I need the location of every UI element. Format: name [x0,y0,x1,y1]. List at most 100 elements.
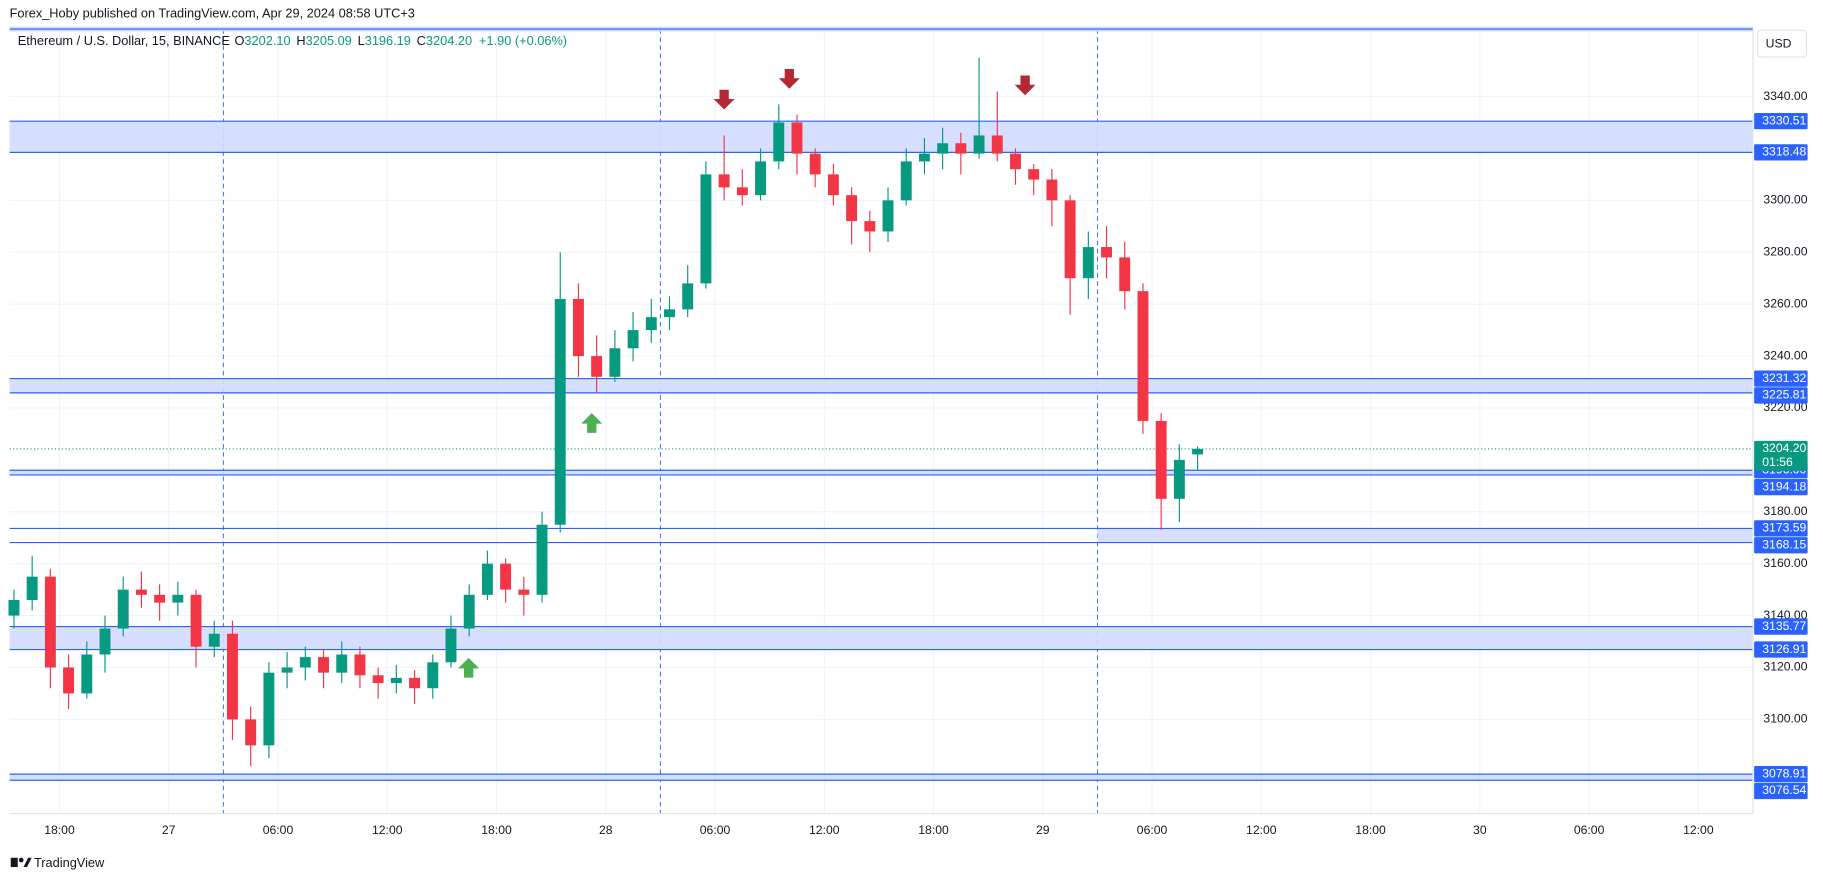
level-label: 3318.48 [1762,145,1806,159]
x-tick-label: 18:00 [1355,823,1386,837]
byline: Forex_Hoby published on TradingView.com,… [10,5,415,20]
y-tick-label: 3300.00 [1763,193,1807,207]
x-tick-label: 29 [1036,823,1050,837]
candle-body [864,221,876,232]
markers [458,68,1036,678]
candle-body [390,677,402,684]
y-tick-label: 3340.00 [1763,89,1807,103]
candle-body [245,719,257,746]
level-label: 3330.51 [1762,113,1806,127]
candle-body [791,122,803,154]
arrow-marker [778,68,800,89]
candle-body [336,654,348,673]
o-value: 3202.10 [244,33,290,48]
candle-body [372,675,384,684]
candle-body [827,174,839,196]
candle-body [700,174,712,284]
legend: Ethereum / U.S. Dollar, 15, BINANCE O3202… [18,33,567,48]
candle-body [664,309,675,318]
candle-body [1010,153,1021,170]
candle-body [755,161,767,196]
x-tick-label: 12:00 [372,823,403,837]
candle-body [609,348,621,377]
level-label-box [1754,537,1808,554]
level-label-box [1754,618,1808,635]
last-price-label: 3204.20 [1762,441,1806,455]
candle-body [44,576,56,668]
candle-body [682,283,694,310]
candle-body [117,589,129,629]
x-tick-label: 12:00 [1246,823,1277,837]
candle-body [1173,459,1185,499]
x-tick-label: 06:00 [1137,823,1168,837]
candle-body [1028,169,1040,180]
l-label: L [358,33,365,48]
y-tick-label: 3180.00 [1763,504,1807,518]
candle-body [481,563,493,595]
x-tick-label: 06:00 [263,823,294,837]
grid [9,29,1753,814]
y-tick-label: 3240.00 [1763,348,1807,362]
candle-body [536,524,548,595]
level-label-box [1754,387,1808,404]
symbol: Ethereum / U.S. Dollar, 15, BINANCE [18,33,230,48]
y-tick-label: 3140.00 [1763,608,1807,622]
candle-body [463,594,475,629]
logo-slash [23,857,32,868]
candle-body [1064,200,1076,279]
level-label-box [1754,478,1808,496]
candle-body [918,153,930,162]
candle-body [1101,247,1112,258]
y-tick-label: 3120.00 [1763,660,1807,674]
arrow-marker [581,413,603,433]
candle-body [172,594,184,603]
candle-body [955,143,967,154]
level-label: 3078.91 [1762,766,1806,780]
x-tick-label: 27 [162,823,176,837]
candle-body [263,672,275,746]
arrow-marker [1014,75,1036,96]
x-tick-label: 28 [599,823,613,837]
y-tick-label: 3160.00 [1763,556,1807,570]
zone [9,378,1753,393]
c-label: C [417,33,426,48]
candle-body [1155,420,1167,499]
candle-body [572,298,584,357]
candle-body [554,298,566,525]
y-tick-label: 3100.00 [1763,712,1807,726]
arrow-marker [458,657,480,678]
y-tick-label: 3280.00 [1763,244,1807,258]
level-label-box [1754,144,1808,161]
brand: TradingView [34,855,105,870]
level-label-box [1754,520,1808,537]
logo-dot [18,857,24,863]
level-label-box [1754,370,1808,387]
level-label: 3168.15 [1762,537,1806,551]
currency[interactable]: USD [1766,36,1792,50]
candle-body [409,677,421,689]
countdown: 01:56 [1762,455,1793,469]
level-label: 3231.32 [1762,371,1806,385]
candle-body [937,143,949,154]
candle-body [736,187,748,196]
candle-body [773,122,785,162]
candle-body [227,633,238,720]
level-label: 3126.91 [1762,642,1806,656]
level-label-box [1754,765,1808,783]
candle-body [135,589,147,595]
candle-body [63,667,75,694]
candle-body [1137,291,1149,421]
candle-body [299,657,311,668]
candle-body [354,654,366,676]
currency-button[interactable] [1757,29,1808,58]
candle-body [190,594,202,647]
y-tick-label: 3260.00 [1763,296,1807,310]
candle-body [645,317,657,331]
candle-body [26,576,38,601]
candles [8,57,1204,767]
candle-body [445,628,457,663]
level-label: 3194.18 [1762,479,1806,493]
c-value: 3204.20 [426,33,472,48]
